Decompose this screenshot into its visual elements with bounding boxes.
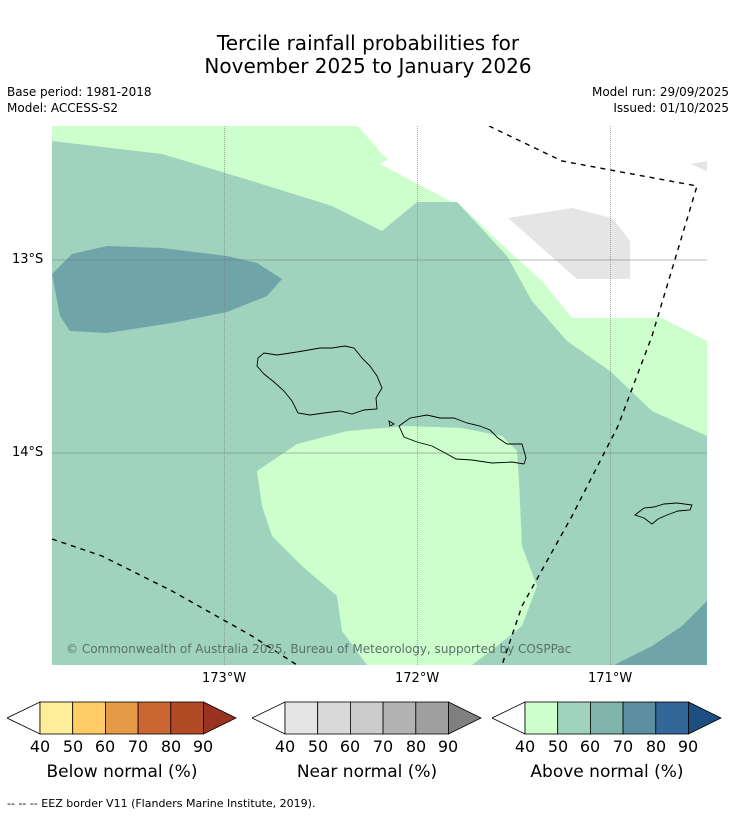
map-title-line1: Tercile rainfall probabilities for xyxy=(216,31,520,55)
colorbar-above-normal xyxy=(492,701,722,735)
colorbar-above-swatch-3 xyxy=(590,701,624,735)
colorbar-above-swatch-4 xyxy=(622,701,657,735)
colorbar-below-swatch-2 xyxy=(72,701,106,735)
colorbar-above-extend-high xyxy=(688,701,722,735)
colorbar-above-tick-60: 60 xyxy=(579,737,601,756)
colorbar-above-tick-50: 50 xyxy=(547,737,569,756)
colorbar-above-title: Above normal (%) xyxy=(530,762,684,782)
colorbar-near-tick-80: 80 xyxy=(405,737,427,756)
probability-map: © Commonwealth of Australia 2025, Bureau… xyxy=(52,126,707,665)
copyright-text: © Commonwealth of Australia 2025, Bureau… xyxy=(66,642,571,656)
model-run-label: Model run: 29/09/2025 xyxy=(591,85,729,99)
colorbar-below-tick-90: 90 xyxy=(192,737,214,756)
colorbar-above-swatch-1 xyxy=(524,701,559,735)
colorbar-near-tick-70: 70 xyxy=(372,737,394,756)
colorbar-above-tick-90: 90 xyxy=(677,737,699,756)
manono-island-outline xyxy=(388,420,395,427)
eez-border-southwest xyxy=(52,538,298,665)
colorbar-above-swatch-2 xyxy=(557,701,591,735)
issued-label: Issued: 01/10/2025 xyxy=(613,101,729,115)
colorbar-near-swatch-4 xyxy=(382,701,417,735)
coastlines xyxy=(256,345,693,525)
colorbar-below-title: Below normal (%) xyxy=(46,762,198,782)
colorbar-near-swatch-2 xyxy=(317,701,351,735)
region-above-60-west xyxy=(52,246,282,333)
colorbar-below-tick-70: 70 xyxy=(127,737,149,756)
model-label: Model: ACCESS-S2 xyxy=(7,101,119,115)
colorbar-near-tick-50: 50 xyxy=(307,737,329,756)
colorbar-near-swatch-1 xyxy=(284,701,319,735)
colorbar-near-tick-40: 40 xyxy=(274,737,296,756)
colorbar-near-normal xyxy=(252,701,482,735)
colorbar-below-swatch-4 xyxy=(137,701,172,735)
colorbar-above-tick-80: 80 xyxy=(645,737,667,756)
colorbar-above-tick-70: 70 xyxy=(612,737,634,756)
lon-label-171w: 171°W xyxy=(588,671,633,686)
colorbar-near-title: Near normal (%) xyxy=(296,762,438,782)
map-title-line2: November 2025 to January 2026 xyxy=(204,54,532,78)
colorbar-below-swatch-1 xyxy=(39,701,74,735)
eez-border xyxy=(52,126,698,665)
eez-border-north xyxy=(488,126,698,665)
lon-label-172w: 172°W xyxy=(395,671,440,686)
colorbar-below-extend-high xyxy=(203,701,237,735)
colorbar-below-tick-50: 50 xyxy=(62,737,84,756)
colorbar-below-extend-low xyxy=(7,701,41,735)
colorbar-near-swatch-5 xyxy=(415,701,449,735)
region-above-40-south xyxy=(257,426,537,665)
lat-label-14s: 14°S xyxy=(12,445,44,460)
eez-legend-note: -- -- -- EEZ border V11 (Flanders Marine… xyxy=(7,797,316,810)
graticule xyxy=(52,126,707,665)
colorbar-near-extend-high xyxy=(448,701,482,735)
colorbar-below-tick-60: 60 xyxy=(94,737,116,756)
colorbar-near-tick-60: 60 xyxy=(339,737,361,756)
colorbar-below-swatch-3 xyxy=(105,701,139,735)
colorbar-above-extend-low xyxy=(492,701,526,735)
lon-label-173w: 173°W xyxy=(202,671,247,686)
region-near-40-b xyxy=(690,161,707,171)
colorbar-below-normal xyxy=(7,701,237,735)
colorbar-near-extend-low xyxy=(252,701,286,735)
region-above-60-southeast xyxy=(614,601,707,665)
upolu-island-outline xyxy=(398,414,527,465)
base-period-label: Base period: 1981-2018 xyxy=(7,85,152,99)
colorbar-below-swatch-5 xyxy=(170,701,204,735)
region-near-40-a xyxy=(508,208,630,279)
colorbar-below-tick-80: 80 xyxy=(160,737,182,756)
colorbar-above-swatch-5 xyxy=(655,701,689,735)
tutuila-island-outline xyxy=(634,502,693,525)
colorbar-above-tick-40: 40 xyxy=(514,737,536,756)
lat-label-13s: 13°S xyxy=(12,252,44,267)
colorbar-near-tick-90: 90 xyxy=(437,737,459,756)
colorbar-below-tick-40: 40 xyxy=(29,737,51,756)
savaii-island-outline xyxy=(256,345,383,416)
colorbar-near-swatch-3 xyxy=(350,701,384,735)
